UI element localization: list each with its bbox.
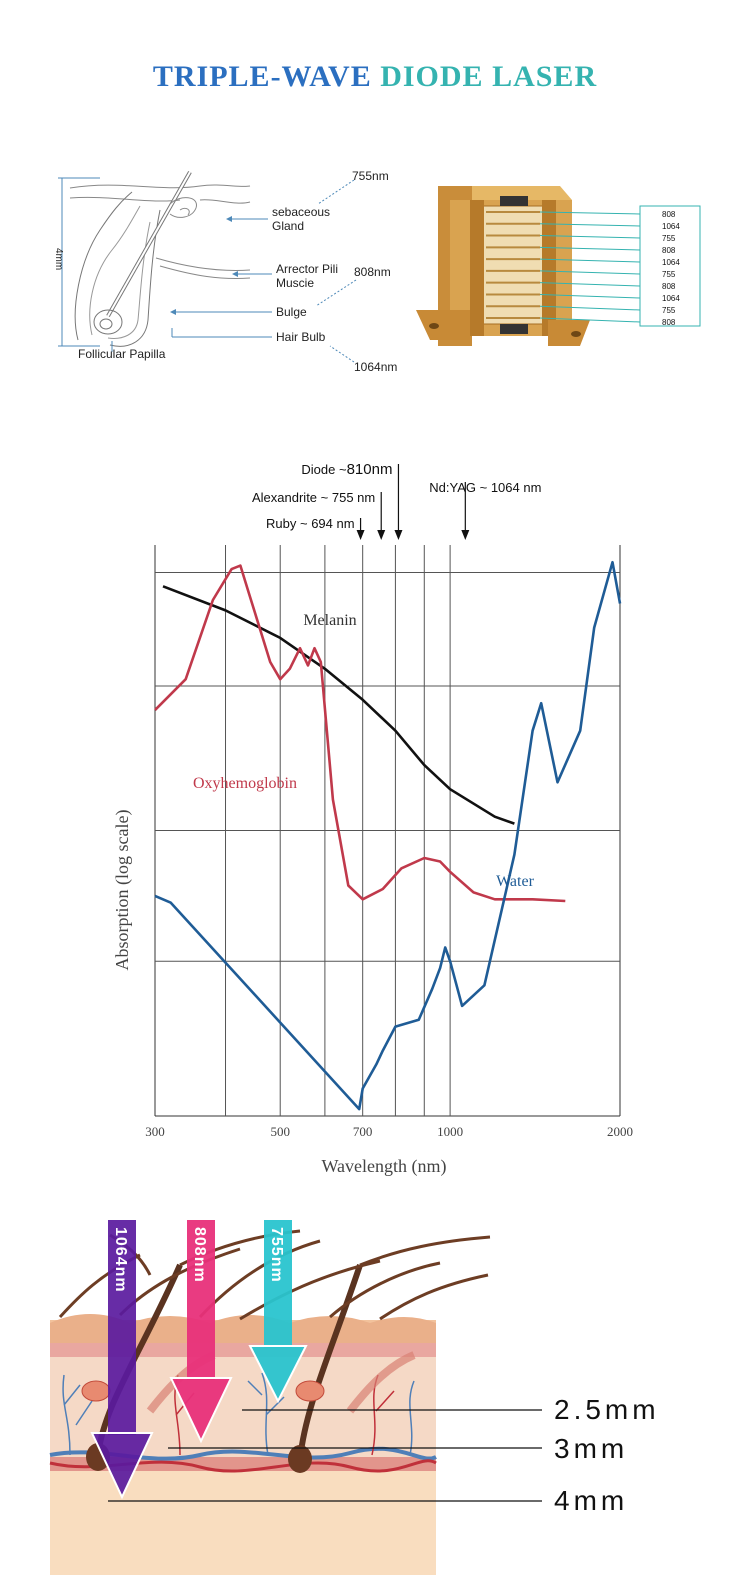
marker-label: Ruby ~ 694 nm <box>266 516 355 531</box>
marker-label: Diode ~810nm <box>301 461 392 478</box>
emitter-callout-line <box>539 246 641 251</box>
x-tick-label: 2000 <box>607 1124 633 1139</box>
emitter-bar-label: 808 <box>662 318 676 327</box>
emitter-callout-line <box>539 223 641 227</box>
arrow-1064nm: 1064nm <box>90 1220 154 1500</box>
depth-label-4mm: 4mm <box>554 1485 628 1516</box>
marker-arrowhead <box>377 530 386 540</box>
emitter-callout-line <box>539 293 641 299</box>
absorption-chart: Diode ~810nm Alexandrite ~ 755 nm Ruby ~ 6… <box>112 461 633 1177</box>
emitter-bar-label: 755 <box>662 270 676 279</box>
series-water-line <box>154 560 622 1111</box>
x-tick-label: 500 <box>270 1124 290 1139</box>
emitter-callout-line <box>539 282 641 287</box>
emitter-callout-line <box>539 211 641 215</box>
marker-arrowhead <box>356 530 365 540</box>
emitter-callout-line <box>539 235 641 239</box>
series-oxyhemoglobin-label: Oxyhemoglobin <box>193 775 297 792</box>
emitter-callout-line <box>539 317 641 323</box>
emitter-bar-label: 1064 <box>662 222 680 231</box>
arrow-755nm: 755nm <box>248 1220 308 1404</box>
label-sebaceous: sebaceous <box>272 205 330 219</box>
series-melanin-label: Melanin <box>303 612 356 629</box>
emitter-bar-label: 808 <box>662 246 676 255</box>
emitter-bar-label: 755 <box>662 306 676 315</box>
emitter-bar-label: 1064 <box>662 258 680 267</box>
title-part-2: DIODE LASER <box>380 60 598 93</box>
x-tick-label: 1000 <box>437 1124 463 1139</box>
arrow-1064nm-label: 1064nm <box>112 1227 129 1293</box>
emitter-bar-label: 808 <box>662 210 676 219</box>
label-follicular-papilla: Follicular Papilla <box>78 347 166 361</box>
emitter-callout-line <box>539 270 641 275</box>
series-oxyhemoglobin-line <box>154 564 566 903</box>
label-muscle: Muscie <box>276 276 314 290</box>
label-gland: Gland <box>272 219 304 233</box>
label-1064nm: 1064nm <box>354 360 397 374</box>
emitter-bar-label: 808 <box>662 282 676 291</box>
marker-value: 810nm <box>347 461 393 478</box>
emitter-callout-line <box>539 258 641 263</box>
series-melanin-line <box>162 585 515 825</box>
depth-label-2-5mm: 2.5mm <box>554 1394 660 1425</box>
emitter-callout-line <box>539 305 641 311</box>
wavelength-markers: Diode ~810nm Alexandrite ~ 755 nm Ruby ~ 6… <box>252 461 541 540</box>
emitter-bar-label: 1064 <box>662 294 680 303</box>
series-water-label: Water <box>496 873 534 890</box>
x-tick-label: 300 <box>145 1124 165 1139</box>
x-tick-labels: 300 500 700 1000 2000 <box>145 1124 633 1139</box>
arrow-808nm: 808nm <box>169 1220 233 1444</box>
label-808nm: 808nm <box>354 265 391 279</box>
absorption-chart-section: Diode ~810nm Alexandrite ~ 755 nm Ruby ~ 6… <box>0 440 750 1200</box>
module-label-box <box>639 205 701 327</box>
chart-grid <box>154 545 621 1117</box>
label-arrector-pili: Arrector Pili <box>276 262 338 276</box>
marker-arrowhead <box>394 530 403 540</box>
marker-arrowhead <box>461 530 470 540</box>
x-axis-label: Wavelength (nm) <box>321 1156 446 1177</box>
arrow-755nm-label: 755nm <box>268 1227 285 1283</box>
module-emitter-bars: 808 1064 755 808 1064 755 808 1064 755 808 <box>486 205 701 327</box>
chart-series: Melanin Oxyhemoglobin Water <box>154 560 622 1111</box>
label-755nm: 755nm <box>352 169 389 183</box>
marker-label: Nd:YAG ~ 1064 nm <box>429 480 541 495</box>
depth-label-3mm: 3mm <box>554 1433 628 1464</box>
label-bulge: Bulge <box>276 305 307 319</box>
title-part-1: TRIPLE-WAVE <box>152 60 372 93</box>
page-title: TRIPLE-WAVE DIODE LASER <box>0 60 750 94</box>
x-tick-label: 700 <box>353 1124 373 1139</box>
skin-penetration-diagram: 1064nm 808nm 755nm 2.5mm 3mm 4mm <box>49 1220 660 1575</box>
emitter-bar-label: 755 <box>662 234 676 243</box>
y-axis-label: Absorption (log scale) <box>112 810 133 971</box>
arrow-808nm-label: 808nm <box>191 1227 208 1283</box>
laser-module-image <box>416 186 590 346</box>
anatomy-section: 4mm 755nm seba <box>0 140 750 420</box>
marker-label: Alexandrite ~ 755 nm <box>252 490 375 505</box>
depth-section: 1064nm 808nm 755nm 2.5mm 3mm 4mm <box>0 1205 750 1581</box>
hair-follicle-diagram: 4mm 755nm seba <box>50 160 701 400</box>
depth-4mm-label: 4mm <box>53 248 64 270</box>
label-hair-bulb: Hair Bulb <box>276 330 326 344</box>
